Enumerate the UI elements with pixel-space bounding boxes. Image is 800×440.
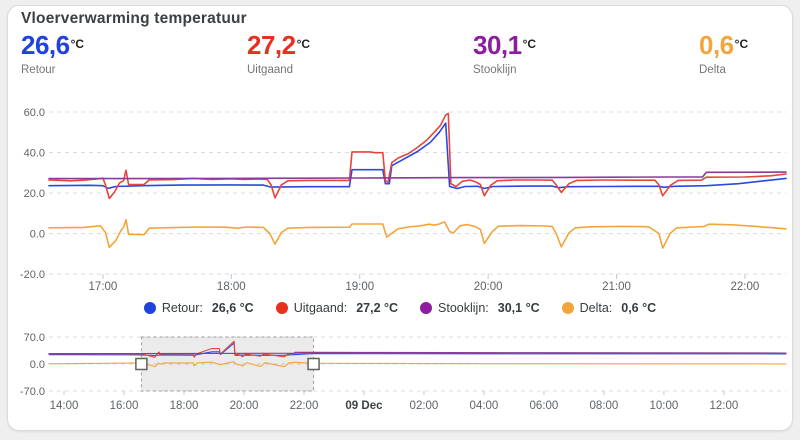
stat-uitgaand-label: Uitgaand bbox=[247, 64, 294, 76]
legend-label: Delta: bbox=[579, 301, 613, 315]
x-axis-label: 19:00 bbox=[345, 281, 374, 293]
y-axis-label: 0.0 bbox=[30, 359, 45, 371]
legend-item-stooklijn[interactable]: Stooklijn: 30,1 °C bbox=[420, 301, 540, 315]
series-stooklijn bbox=[48, 171, 787, 180]
stat-uitgaand-unit: °C bbox=[296, 37, 311, 51]
chart-legend: Retour: 26,6 °C Uitgaand: 27,2 °C Stooklijn:… bbox=[8, 297, 792, 319]
legend-dot-icon bbox=[275, 302, 288, 314]
stat-retour: 26,6°C Retour bbox=[21, 30, 231, 76]
stat-stooklijn-value: 30,1 bbox=[473, 30, 522, 60]
legend-dot-icon bbox=[143, 302, 156, 314]
x-axis-label: 16:00 bbox=[110, 400, 139, 412]
y-axis-label: -20.0 bbox=[20, 269, 45, 281]
legend-item-delta[interactable]: Delta: 0,6 °C bbox=[561, 301, 657, 315]
x-axis-label: 14:00 bbox=[50, 400, 79, 412]
brush-handle-right[interactable] bbox=[307, 357, 320, 371]
x-axis-label: 17:00 bbox=[89, 281, 118, 293]
x-axis-label: 18:00 bbox=[217, 281, 246, 293]
stat-retour-label: Retour bbox=[21, 64, 56, 76]
x-axis-label: 22:00 bbox=[290, 400, 319, 412]
brush-handle-left[interactable] bbox=[135, 357, 148, 371]
legend-item-retour[interactable]: Retour: 26,6 °C bbox=[143, 301, 254, 315]
navigator-chart[interactable]: 70.0 0.0 -70.0 14:00 16:00 18:00 20:00 22:00 09 … bbox=[1, 319, 800, 423]
x-axis-label: 21:00 bbox=[602, 281, 631, 293]
stat-stooklijn-label: Stooklijn bbox=[473, 64, 517, 76]
stat-retour-unit: °C bbox=[70, 37, 85, 51]
y-axis-label: 40.0 bbox=[24, 148, 45, 160]
y-axis-label: -70.0 bbox=[20, 386, 45, 398]
card-title: Vloerverwarming temperatuur bbox=[21, 10, 247, 27]
legend-item-uitgaand[interactable]: Uitgaand: 27,2 °C bbox=[275, 301, 399, 315]
x-axis-label: 12:00 bbox=[710, 400, 739, 412]
stat-delta-unit: °C bbox=[734, 37, 749, 51]
stat-uitgaand: 27,2°C Uitgaand bbox=[247, 30, 457, 76]
series-stooklijn bbox=[48, 351, 787, 355]
legend-value: 30,1 °C bbox=[497, 301, 540, 315]
stat-delta-value: 0,6 bbox=[699, 30, 734, 60]
x-axis-label: 09 Dec bbox=[345, 400, 383, 412]
temperature-card: Vloerverwarming temperatuur 26,6°C Retou… bbox=[7, 5, 793, 431]
main-chart[interactable]: 60.0 40.0 20.0 0.0 -20.0 17:00 18:00 19:00 20:00… bbox=[1, 89, 800, 297]
x-axis-label: 08:00 bbox=[590, 400, 619, 412]
stat-delta-label: Delta bbox=[699, 64, 726, 76]
y-axis-label: 60.0 bbox=[24, 107, 45, 119]
stat-stooklijn-unit: °C bbox=[522, 37, 537, 51]
x-axis-label: 10:00 bbox=[650, 400, 679, 412]
y-axis-label: 20.0 bbox=[24, 188, 45, 200]
legend-dot-icon bbox=[420, 302, 433, 314]
x-axis-label: 02:00 bbox=[410, 400, 439, 412]
legend-value: 0,6 °C bbox=[621, 301, 657, 315]
y-axis-label: 70.0 bbox=[24, 332, 45, 344]
legend-dot-icon bbox=[561, 302, 574, 314]
x-axis-label: 20:00 bbox=[474, 281, 503, 293]
stat-delta: 0,6°C Delta bbox=[699, 30, 800, 76]
legend-label: Retour: bbox=[161, 301, 203, 315]
x-axis-label: 22:00 bbox=[731, 281, 760, 293]
series-retour bbox=[48, 122, 787, 190]
x-axis-label: 04:00 bbox=[470, 400, 499, 412]
stat-uitgaand-value: 27,2 bbox=[247, 30, 296, 60]
x-axis-label: 20:00 bbox=[230, 400, 259, 412]
series-delta bbox=[48, 218, 787, 249]
legend-label: Stooklijn: bbox=[438, 301, 489, 315]
series-uitgaand bbox=[48, 112, 787, 200]
stat-stooklijn: 30,1°C Stooklijn bbox=[473, 30, 683, 76]
legend-label: Uitgaand: bbox=[293, 301, 348, 315]
stat-retour-value: 26,6 bbox=[21, 30, 70, 60]
legend-value: 27,2 °C bbox=[356, 301, 399, 315]
legend-value: 26,6 °C bbox=[211, 301, 254, 315]
x-axis-label: 18:00 bbox=[170, 400, 199, 412]
y-axis-label: 0.0 bbox=[30, 229, 45, 241]
x-axis-label: 06:00 bbox=[530, 400, 559, 412]
